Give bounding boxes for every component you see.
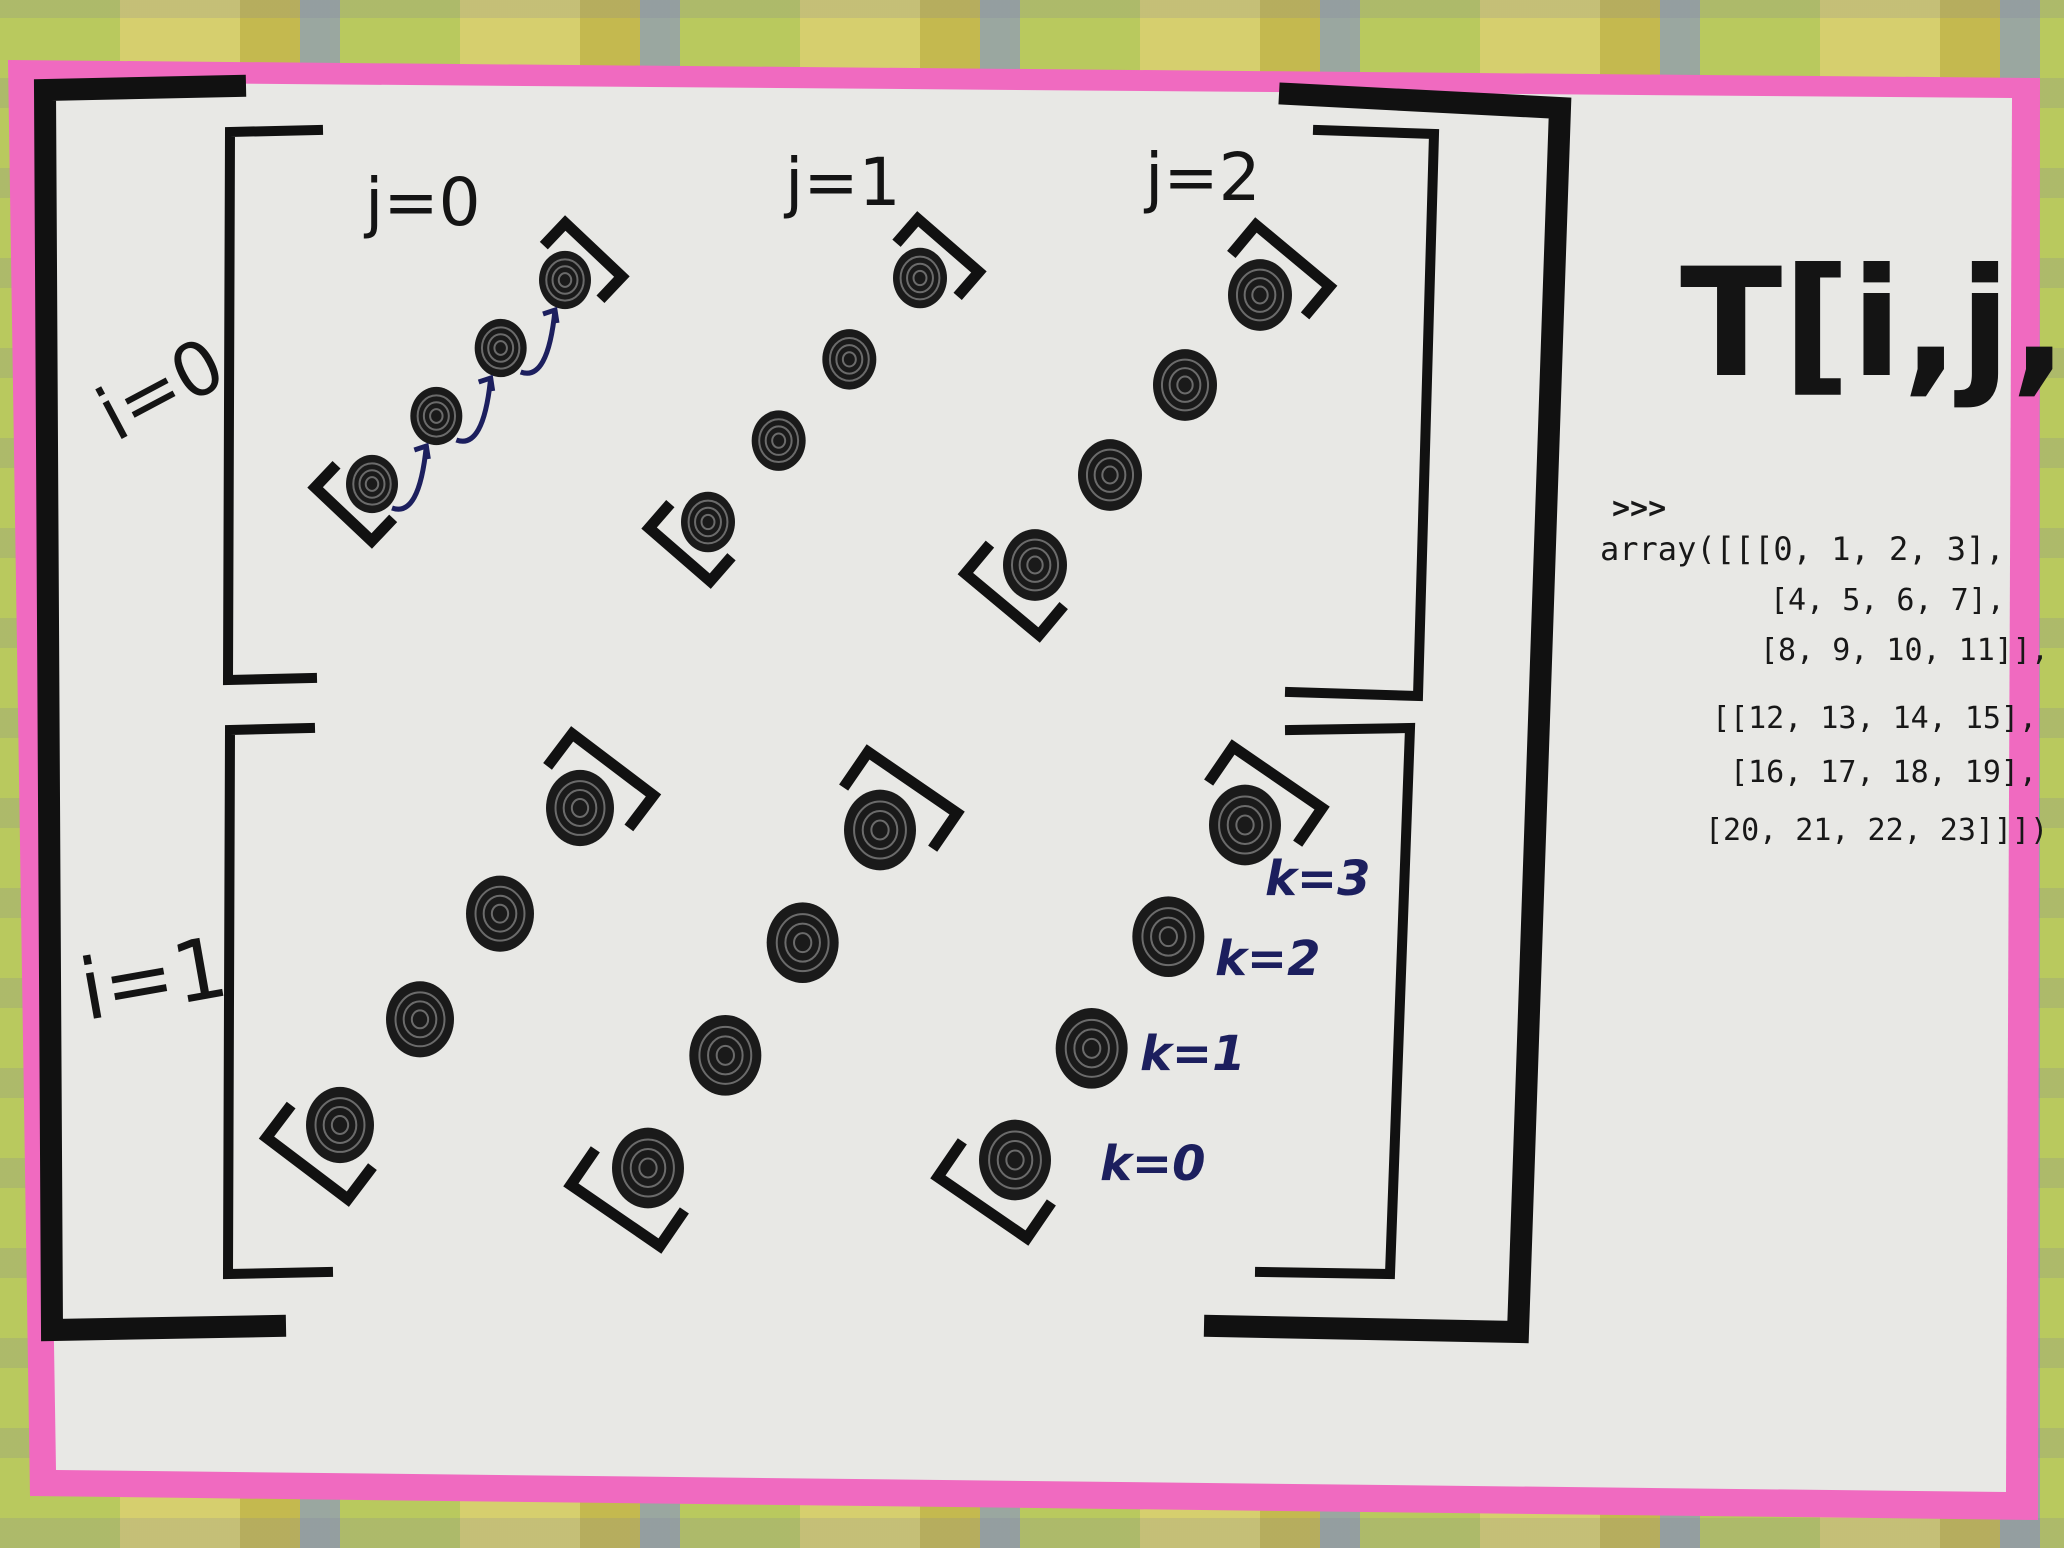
element-dot-k3	[546, 769, 614, 847]
vector-close-bracket	[1204, 739, 1330, 847]
element-dot-k3	[893, 247, 947, 309]
vector-i1-j0	[258, 726, 662, 1207]
element-dot-k0	[1003, 529, 1067, 601]
outer-left-bracket	[33, 74, 287, 1342]
label-k0: k=0	[1100, 1136, 1206, 1192]
element-dot-k2	[1153, 349, 1217, 421]
element-dot-k2	[1132, 896, 1205, 977]
element-dot-k0	[612, 1127, 684, 1209]
vector-i0-j0	[307, 215, 630, 549]
label-k3: k=3	[1265, 851, 1371, 907]
k-arrow	[519, 309, 558, 376]
element-dot-k1	[689, 1015, 762, 1096]
k-arrow-head	[477, 374, 496, 392]
label-k2: k=2	[1215, 931, 1321, 987]
k-arrow-head	[413, 442, 431, 460]
vector-close-bracket	[539, 215, 630, 304]
k-direction-arrows	[391, 306, 560, 512]
title-tensor-index: T[i,j,k]	[1680, 237, 2064, 411]
element-dot-k3	[1209, 784, 1281, 866]
vector-i0-j2	[957, 217, 1338, 643]
code-line-2: [4, 5, 6, 7],	[1770, 583, 2005, 618]
vector-close-bracket	[1227, 217, 1338, 320]
vector-close-bracket	[543, 726, 662, 832]
vector-open-bracket	[563, 1146, 689, 1254]
outer-right-bracket	[1203, 82, 1572, 1344]
element-dot-k3	[844, 789, 916, 871]
element-dot-k1	[386, 981, 454, 1058]
vector-i1-j1	[563, 744, 965, 1254]
element-dot-k0	[346, 454, 398, 514]
vector-open-bracket	[307, 460, 398, 549]
element-dot-k2	[466, 875, 534, 952]
code-line-4: [[12, 13, 14, 15],	[1712, 701, 2037, 736]
block-i0-left-bracket	[222, 124, 324, 686]
code-line-3: [8, 9, 10, 11]],	[1760, 633, 2049, 668]
element-dot-k0	[681, 491, 735, 553]
vector-close-bracket	[892, 211, 987, 301]
label-k1: k=1	[1140, 1026, 1246, 1082]
k-arrow	[391, 445, 429, 512]
block-i0-right-bracket	[1284, 124, 1440, 702]
vector-open-bracket	[641, 499, 736, 589]
k-arrow	[455, 377, 494, 444]
code-prompt: >>>	[1612, 491, 1666, 526]
element-dot-k3	[1228, 259, 1292, 331]
element-dot-k1	[410, 386, 463, 446]
block-i1-left-bracket	[222, 722, 334, 1280]
element-dot-k3	[539, 250, 591, 310]
element-dot-k0	[979, 1119, 1051, 1201]
element-dot-k1	[1078, 439, 1142, 511]
element-dot-k0	[306, 1086, 374, 1164]
element-dot-k2	[474, 318, 527, 378]
vector-open-bracket	[930, 1138, 1056, 1246]
code-line-6: [20, 21, 22, 23]]])	[1705, 813, 2048, 848]
label-j1: j=1	[783, 144, 901, 221]
code-line-1: array([[[0, 1, 2, 3],	[1600, 530, 2005, 568]
vector-i0-j1	[641, 211, 987, 589]
label-j0: j=0	[363, 164, 481, 241]
block-i1-right-bracket	[1254, 722, 1416, 1280]
element-dot-k2	[766, 902, 839, 983]
code-line-5: [16, 17, 18, 19],	[1730, 755, 2037, 790]
element-vectors	[258, 211, 1338, 1254]
element-dot-k1	[1055, 1008, 1128, 1089]
element-dot-k2	[822, 329, 877, 390]
label-j2: j=2	[1143, 139, 1261, 216]
vector-close-bracket	[839, 744, 965, 852]
vector-open-bracket	[258, 1101, 377, 1207]
k-arrow-head	[542, 306, 560, 324]
vector-open-bracket	[957, 540, 1068, 643]
element-dot-k1	[751, 410, 806, 471]
vector-i1-j2	[930, 739, 1330, 1246]
